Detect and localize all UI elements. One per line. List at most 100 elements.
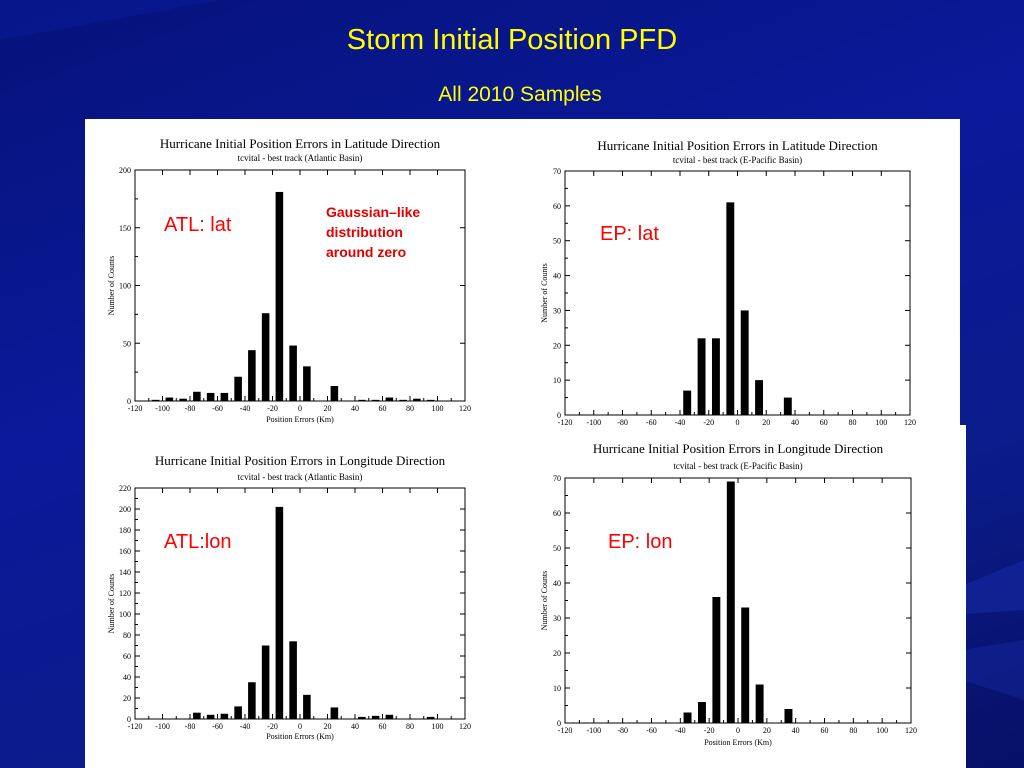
atl-lon-x-tick-label: 40 (351, 722, 359, 731)
atl-lon-x-tick-label: 80 (406, 722, 414, 731)
atl-lat-x-tick-label: 0 (298, 404, 302, 413)
atl-lon-x-tick-label: -80 (185, 722, 196, 731)
atl-lat-y-tick-label: 0 (127, 397, 131, 406)
ep-lon-x-tick-label: 40 (792, 726, 800, 735)
atl-lat-y-tick-label: 150 (119, 224, 131, 233)
ep-lat-x-tick-label: -20 (703, 418, 714, 427)
ep-lon-y-tick-label: 10 (553, 684, 561, 693)
atl-lon-x-tick-label: 120 (459, 722, 471, 731)
atl-lat-bar (399, 399, 407, 401)
atl-lon-x-tick-label: -20 (267, 722, 278, 731)
atl-lon-bar (289, 641, 297, 719)
atl-lon-y-axis-label: Number of Counts (107, 574, 116, 634)
atl-lat-x-tick-label: -100 (155, 404, 170, 413)
atl-lat-bar (330, 385, 339, 401)
ep-lon-bar (726, 481, 735, 723)
atl-lon-y-tick-label: 20 (123, 694, 131, 703)
ep-lon-x-tick-label: -100 (586, 726, 601, 735)
atl-lon-bar (206, 714, 215, 719)
ep-lat-x-tick-label: -80 (617, 418, 628, 427)
ep-lon-plot-frame (564, 477, 912, 724)
atl-lon-bar (385, 714, 394, 719)
ep-lon-x-tick-label: 20 (763, 726, 771, 735)
ep-lat-chart-title: Hurricane Initial Position Errors in Lat… (597, 138, 878, 153)
ep-lat-x-tick-label: 0 (736, 418, 740, 427)
ep-lat-x-tick-label: -40 (675, 418, 686, 427)
figure-panel-bottom (85, 425, 966, 768)
ep-lat-x-tick-label: -60 (646, 418, 657, 427)
atl-lon-bar (248, 682, 256, 719)
atl-lat-bar (303, 366, 311, 401)
atl-lon-label: ATL:lon (164, 531, 232, 553)
ep-lon-x-tick-label: 80 (849, 726, 857, 735)
atl-lon-y-tick-label: 0 (127, 715, 131, 724)
slide-subtitle: All 2010 Samples (438, 83, 602, 106)
atl-lon-y-tick-label: 220 (119, 484, 131, 493)
atl-lon-bar (261, 645, 270, 719)
atl-lon-y-tick-label: 140 (119, 568, 131, 577)
atl-lon-x-tick-label: -100 (155, 722, 170, 731)
atl-lat-x-tick-label: 100 (432, 404, 444, 413)
atl-lat-chart-subtitle: tcvital - best track (Atlantic Basin) (238, 153, 363, 163)
atl-lon-bar (303, 694, 311, 719)
ep-lat-x-tick-label: 60 (820, 418, 828, 427)
atl-lat-bar (248, 350, 256, 401)
atl-lat-bar (220, 392, 229, 401)
ep-lat-bar (755, 380, 764, 415)
ep-lat-y-tick-label: 30 (553, 306, 561, 315)
ep-lat-y-tick-label: 50 (553, 237, 561, 246)
atl-lon-y-tick-label: 100 (119, 610, 131, 619)
ep-lon-y-tick-label: 60 (553, 509, 561, 518)
ep-lat-bar (683, 390, 692, 415)
atl-lat-bar (165, 397, 174, 401)
atl-lon-y-tick-label: 60 (123, 652, 131, 661)
atl-lat-bar (426, 399, 435, 401)
ep-lat-x-tick-label: 40 (791, 418, 799, 427)
atl-lat-x-tick-label: -80 (185, 404, 196, 413)
atl-lat-x-tick-label: -120 (128, 404, 143, 413)
atl-lon-bar (330, 707, 339, 719)
atl-lon-bar (193, 712, 201, 719)
ep-lat-x-tick-label: 80 (849, 418, 857, 427)
atl-lon-x-tick-label: -120 (128, 722, 143, 731)
gaussian-annotation-line3: around zero (326, 244, 407, 260)
atl-lon-y-tick-label: 80 (123, 631, 131, 640)
atl-lat-bar (371, 399, 380, 401)
ep-lat-bar (783, 397, 792, 415)
atl-lon-chart-title: Hurricane Initial Position Errors in Lon… (155, 453, 446, 468)
atl-lat-bar (234, 376, 242, 401)
ep-lat-y-axis-label: Number of Counts (540, 263, 549, 323)
ep-lat-bar (726, 202, 735, 415)
ep-lat-x-tick-label: -100 (586, 418, 601, 427)
atl-lon-y-tick-label: 160 (119, 547, 131, 556)
ep-lat-x-tick-label: 120 (904, 418, 916, 427)
slide-title: Storm Initial Position PFD (346, 24, 678, 56)
atl-lat-bar (413, 398, 421, 401)
atl-lon-bar (426, 716, 435, 719)
atl-lat-bar (275, 191, 284, 401)
ep-lon-y-tick-label: 70 (553, 474, 561, 483)
ep-lat-bar (740, 310, 749, 415)
ep-lat-y-tick-label: 20 (553, 341, 561, 350)
ep-lon-x-tick-label: 0 (736, 726, 740, 735)
ep-lat-y-tick-label: 60 (553, 202, 561, 211)
ep-lon-x-tick-label: -60 (646, 726, 657, 735)
ep-lon-x-tick-label: 60 (821, 726, 829, 735)
ep-lon-x-tick-label: 100 (876, 726, 888, 735)
atl-lat-bar (358, 399, 366, 401)
ep-lon-chart-title: Hurricane Initial Position Errors in Lon… (593, 441, 884, 456)
gaussian-annotation-line1: Gaussian–like (326, 204, 421, 220)
atl-lat-bar (193, 391, 201, 401)
atl-lon-x-axis-label: Position Errors (Km) (266, 732, 334, 741)
atl-lon-y-tick-label: 200 (119, 505, 131, 514)
atl-lat-y-tick-label: 50 (123, 339, 131, 348)
ep-lon-bar (712, 597, 721, 723)
atl-lat-chart-title: Hurricane Initial Position Errors in Lat… (160, 136, 441, 151)
ep-lon-y-tick-label: 0 (557, 719, 561, 728)
atl-lat-bar (289, 345, 297, 401)
atl-lat-y-tick-label: 200 (119, 166, 131, 175)
